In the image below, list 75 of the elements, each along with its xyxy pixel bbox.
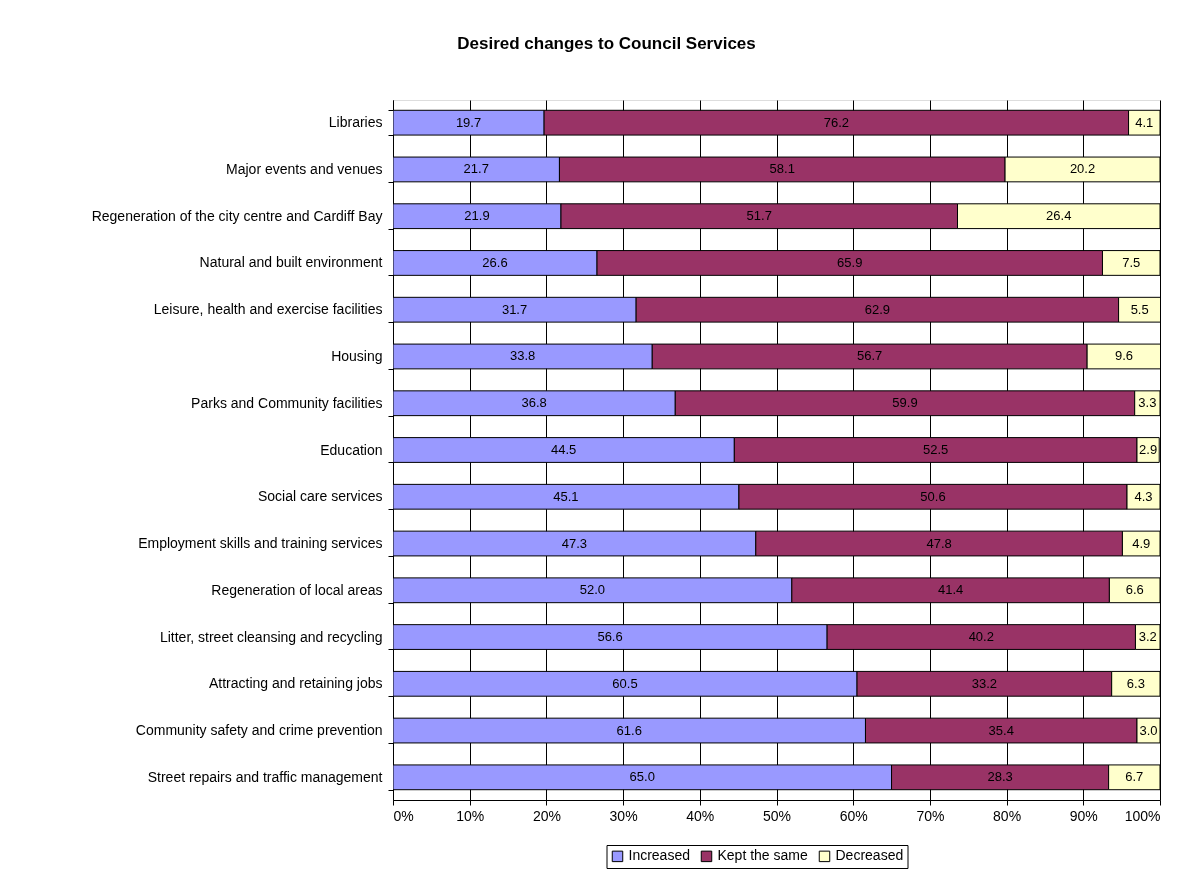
data-label: 4.9 — [1132, 535, 1151, 551]
y-tick-label: Education — [320, 441, 383, 458]
x-tick-label: 80% — [993, 807, 1022, 824]
data-label: 6.6 — [1125, 582, 1144, 598]
data-label: 62.9 — [864, 301, 891, 317]
data-label: 45.1 — [553, 488, 579, 504]
x-tick-label: 10% — [456, 807, 485, 824]
data-label: 28.3 — [987, 769, 1013, 785]
data-label: 44.5 — [551, 442, 577, 457]
y-tick-label: Community safety and crime prevention — [135, 722, 383, 739]
data-label: 40.2 — [968, 629, 994, 645]
data-label: 6.7 — [1125, 769, 1144, 785]
x-tick-label: 70% — [916, 807, 945, 824]
data-label: 61.6 — [616, 722, 642, 738]
data-label: 59.9 — [892, 395, 918, 411]
data-label: 56.7 — [857, 348, 883, 364]
data-label: 9.6 — [1114, 348, 1133, 364]
data-label: 7.5 — [1122, 254, 1141, 270]
data-label: 35.4 — [988, 722, 1014, 738]
y-tick-label: Libraries — [328, 114, 383, 131]
data-label: 31.7 — [501, 301, 528, 317]
y-tick-label: Street repairs and traffic management — [147, 768, 383, 785]
data-label: 21.7 — [463, 161, 489, 177]
data-label: 26.6 — [482, 254, 508, 270]
data-label: 3.2 — [1138, 629, 1157, 645]
data-label: 5.5 — [1130, 301, 1149, 317]
x-tick-label: 0% — [393, 807, 414, 824]
y-tick-label: Regeneration of local areas — [211, 581, 383, 598]
data-label: 19.7 — [455, 114, 482, 130]
data-label: 56.6 — [597, 629, 623, 645]
data-label: 33.2 — [971, 675, 998, 691]
data-label: 58.1 — [769, 161, 795, 177]
data-label: 4.1 — [1135, 114, 1154, 130]
data-label: 3.0 — [1139, 722, 1158, 738]
y-tick-label: Leisure, health and exercise facilities — [153, 301, 383, 318]
data-label: 33.8 — [509, 348, 536, 364]
data-label: 60.5 — [612, 675, 638, 691]
data-label: 50.6 — [920, 488, 946, 504]
x-tick-label: 20% — [532, 807, 561, 824]
data-label: 65.0 — [629, 769, 655, 785]
y-tick-label: Parks and Community facilities — [191, 394, 383, 411]
x-tick-label: 30% — [609, 807, 638, 824]
legend-label: Increased — [628, 847, 690, 864]
data-label: 41.4 — [937, 582, 964, 598]
data-label: 21.9 — [464, 208, 490, 224]
y-tick-label: Litter, street cleansing and recycling — [159, 628, 383, 645]
legend-label: Decreased — [835, 847, 904, 864]
y-tick-label: Housing — [331, 347, 383, 364]
y-tick-label: Employment skills and training services — [138, 535, 383, 552]
y-tick-label: Social care services — [258, 488, 383, 505]
y-tick-label: Natural and built environment — [199, 254, 383, 271]
data-label: 51.7 — [746, 208, 772, 224]
data-label: 47.8 — [926, 535, 952, 551]
y-tick-label: Attracting and retaining jobs — [208, 675, 383, 692]
x-tick-label: 40% — [686, 807, 715, 824]
data-label: 52.0 — [579, 582, 606, 598]
y-tick-label: Regeneration of the city centre and Cardiff Bay — [91, 207, 383, 224]
x-tick-label: 100% — [1124, 807, 1161, 824]
data-label: 76.2 — [823, 114, 849, 130]
legend-label: Kept the same — [717, 847, 808, 864]
data-label: 36.8 — [521, 395, 547, 411]
data-label: 26.4 — [1046, 208, 1072, 224]
y-tick-label: Major events and venues — [226, 160, 383, 177]
data-label: 20.2 — [1069, 161, 1096, 177]
data-label: 47.3 — [561, 535, 588, 551]
data-label: 65.9 — [837, 254, 863, 270]
data-label: 2.9 — [1139, 442, 1158, 457]
x-tick-label: 50% — [762, 807, 792, 824]
data-label: 6.3 — [1126, 675, 1145, 691]
chart-title: Desired changes to Council Services — [457, 34, 756, 53]
x-tick-label: 90% — [1069, 807, 1098, 824]
data-label: 52.5 — [923, 442, 949, 457]
x-tick-label: 60% — [839, 807, 868, 824]
data-label: 3.3 — [1138, 395, 1157, 411]
data-label: 4.3 — [1134, 488, 1153, 504]
